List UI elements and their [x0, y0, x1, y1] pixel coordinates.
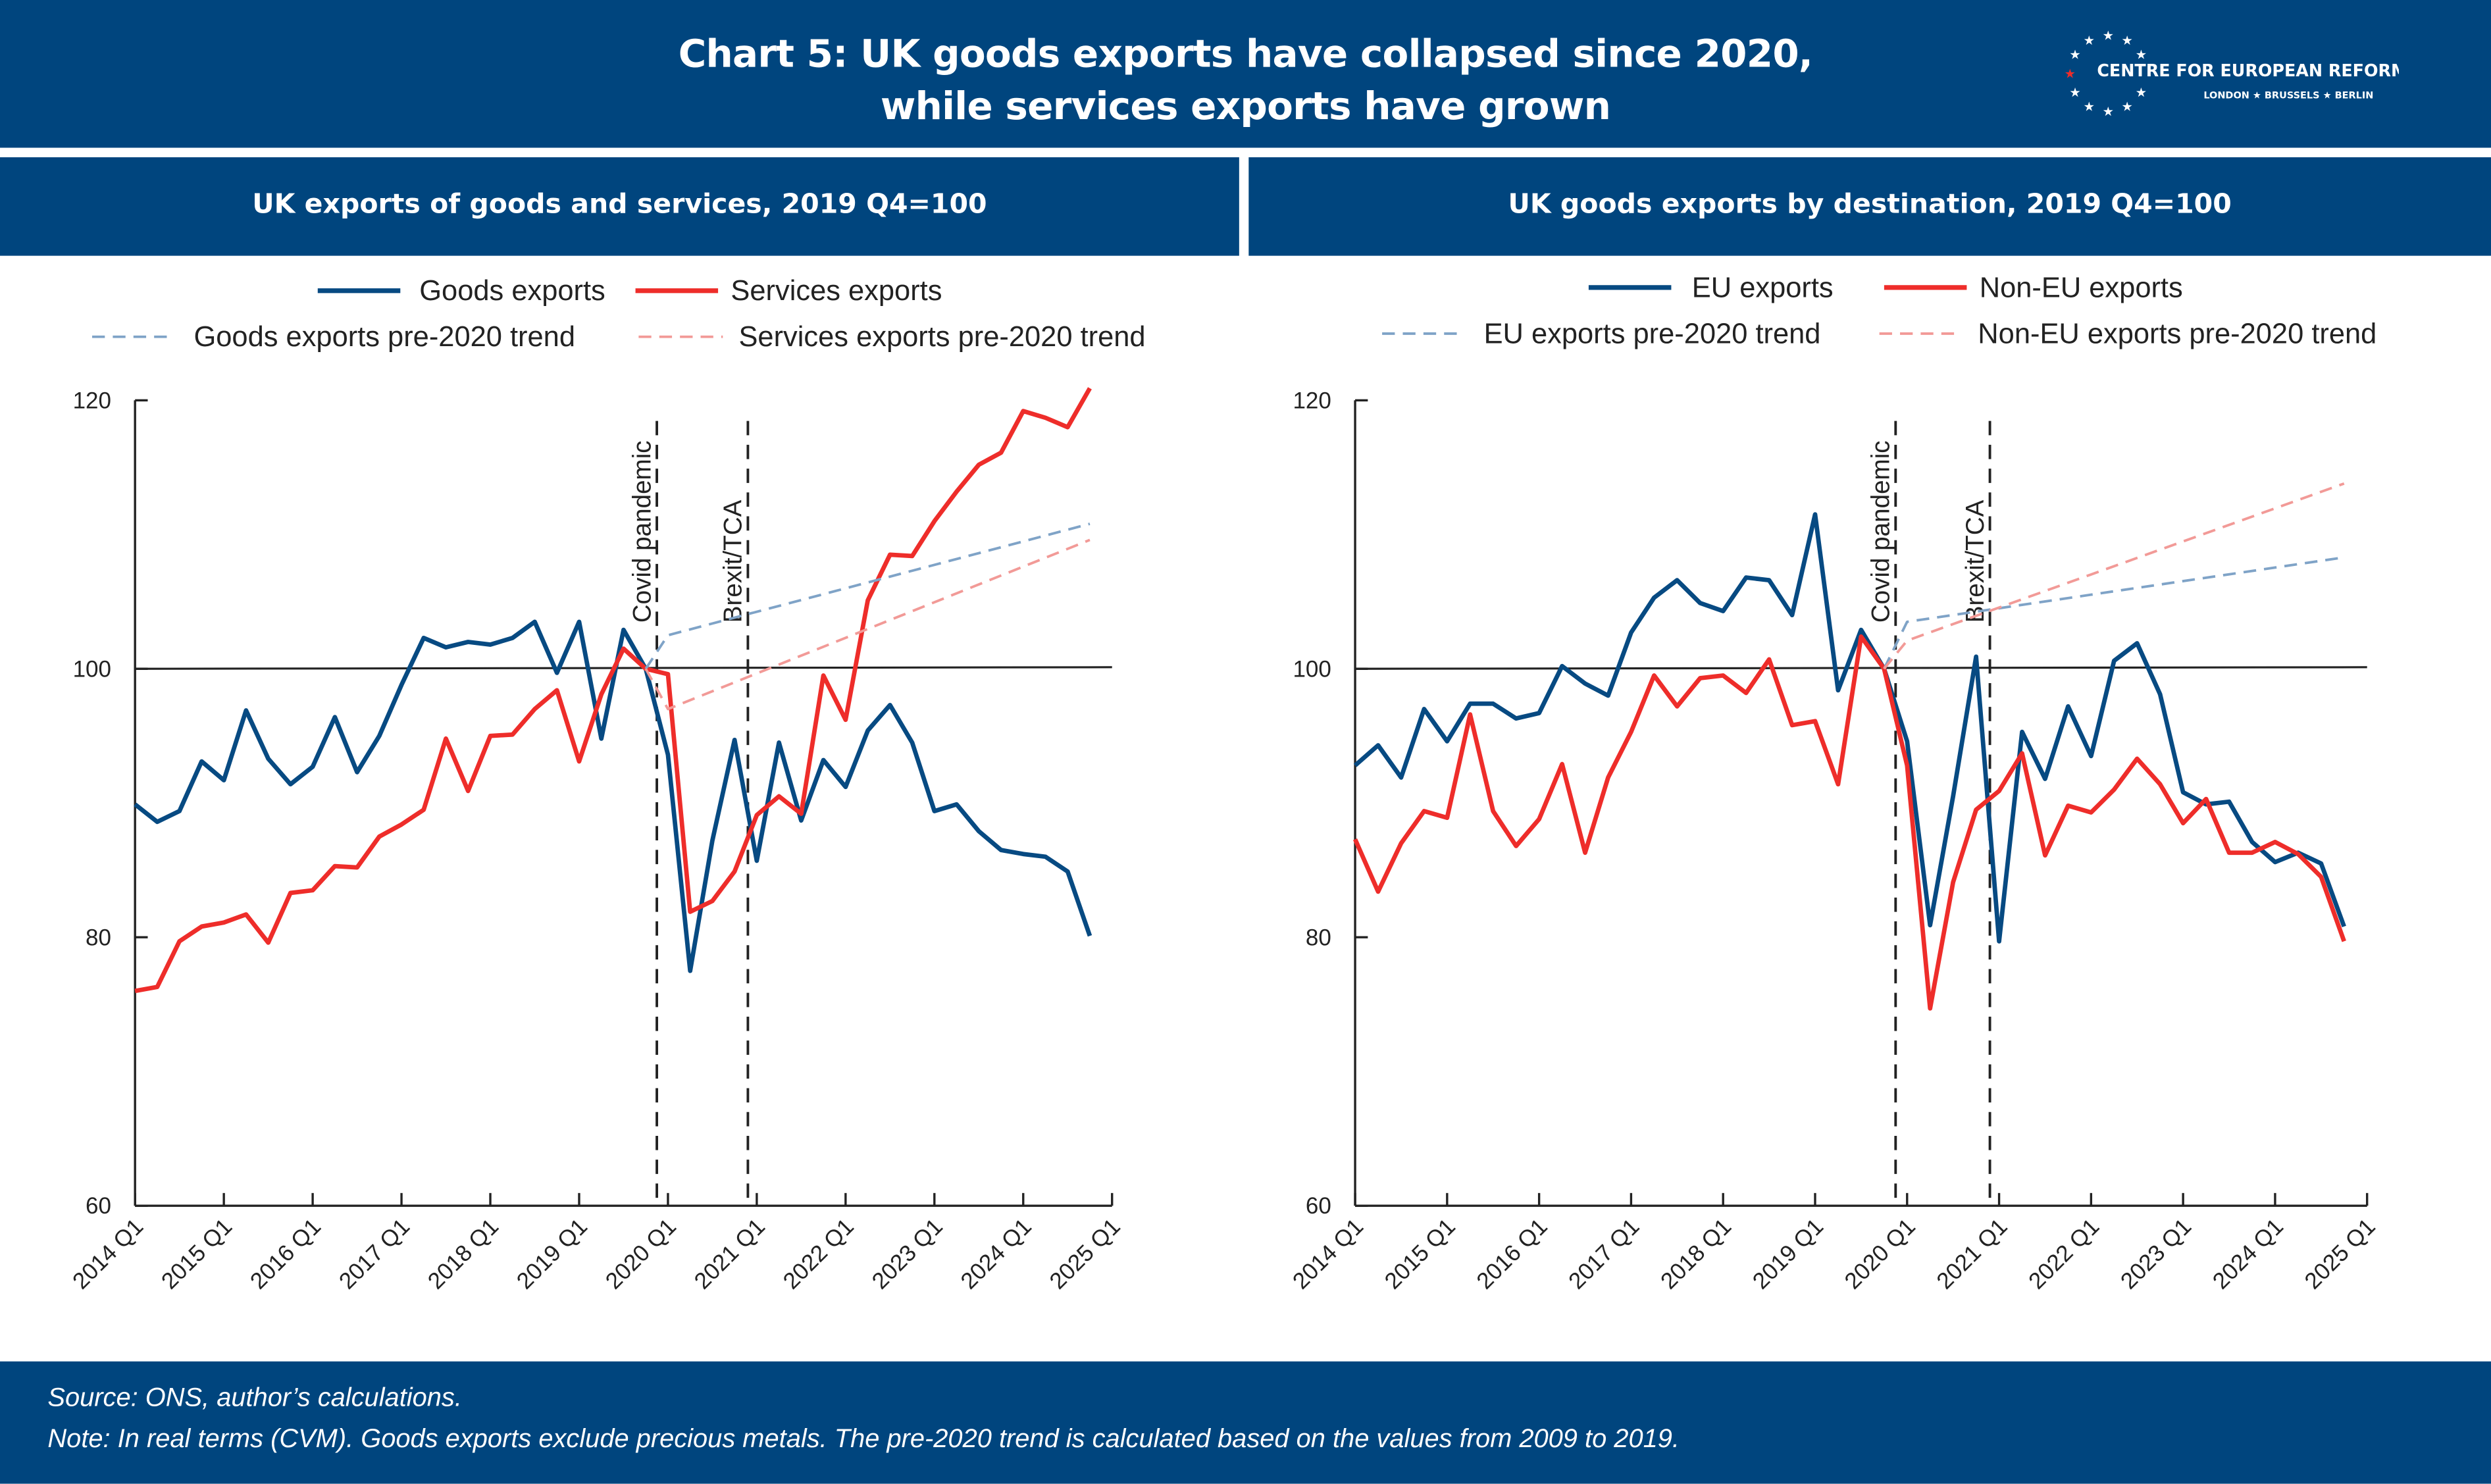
- legend-non-eu-trend: Non-EU exports pre-2020 trend: [1978, 318, 2376, 349]
- x-tick-label: 2021 Q1: [690, 1214, 771, 1294]
- x-tick-label: 2016 Q1: [1472, 1214, 1553, 1294]
- series-eu-exports: [1353, 512, 2346, 944]
- brexit-line-label: Brexit/TCA: [1961, 499, 1990, 623]
- x-tick-label: 2024 Q1: [2208, 1214, 2289, 1294]
- y-tick-label: 60: [1306, 1193, 1331, 1219]
- x-tick-label: 2021 Q1: [1932, 1214, 2013, 1294]
- logo-star-icon: ★: [2136, 85, 2147, 100]
- right-panel-title: UK goods exports by destination, 2019 Q4…: [1508, 189, 2232, 221]
- left-legend: Goods exports Services exports Goods exp…: [92, 275, 1146, 353]
- x-tick-label: 2015 Q1: [1379, 1214, 1460, 1294]
- legend-services-trend: Services exports pre-2020 trend: [738, 321, 1145, 353]
- x-tick-label: 2019 Q1: [1748, 1214, 1829, 1294]
- left-panel-title: UK exports of goods and services, 2019 Q…: [252, 189, 987, 221]
- x-tick-label: 2018 Q1: [1656, 1214, 1737, 1294]
- x-tick-label: 2015 Q1: [157, 1214, 238, 1294]
- legend-goods: Goods exports: [419, 275, 605, 307]
- x-tick-label: 2014 Q1: [68, 1214, 149, 1294]
- cer-logo: ★ ★★★★★★★★★★ CENTRE FOR EUROPEAN REFORM L…: [2065, 28, 2399, 119]
- covid-line-label: Covid pandemic: [1867, 440, 1895, 623]
- x-tick-label: 2024 Q1: [956, 1214, 1037, 1294]
- chart-title: Chart 5: UK goods exports have collapsed…: [0, 28, 2491, 133]
- logo-star-icon: ★: [2065, 66, 2076, 81]
- logo-text: CENTRE FOR EUROPEAN REFORM: [2097, 61, 2399, 80]
- left-panel-header: UK exports of goods and services, 2019 Q…: [0, 157, 1239, 256]
- brexit-line-label: Brexit/TCA: [719, 499, 748, 623]
- x-tick-label: 2019 Q1: [512, 1214, 593, 1294]
- x-tick-label: 2025 Q1: [1044, 1214, 1125, 1294]
- y-tick-label: 120: [1293, 388, 1331, 413]
- legend-services: Services exports: [731, 275, 942, 307]
- series-eu-exports-pre-2020-trend: [1883, 556, 2345, 670]
- x-tick-label: 2017 Q1: [334, 1214, 415, 1294]
- series-goods-exports-pre-2020-trend: [644, 523, 1091, 670]
- logo-star-icon: ★: [2136, 47, 2147, 62]
- series-non-eu-exports: [1352, 634, 2346, 1011]
- logo-star-icon: ★: [2084, 99, 2095, 114]
- title-line-1: Chart 5: UK goods exports have collapsed…: [678, 32, 1813, 76]
- right-legend: EU exports Non-EU exports EU exports pre…: [1382, 272, 2376, 349]
- y-tick-label: 120: [73, 388, 111, 413]
- x-tick-label: 2022 Q1: [2024, 1214, 2105, 1294]
- reference-line-100: [1355, 666, 2367, 670]
- legend-eu: EU exports: [1692, 272, 1834, 303]
- series-services-exports-pre-2020-trend: [644, 538, 1091, 711]
- series-services-exports: [134, 387, 1092, 994]
- x-tick-label: 2017 Q1: [1564, 1214, 1645, 1294]
- logo-star-icon: ★: [2103, 28, 2114, 43]
- series-non-eu-exports-pre-2020-trend: [1883, 482, 2345, 670]
- x-tick-label: 2023 Q1: [2116, 1214, 2197, 1294]
- logo-cities: LONDON ★ BRUSSELS ★ BERLIN: [2203, 91, 2373, 101]
- logo-star-icon: ★: [2069, 85, 2080, 100]
- logo-stars-icon: ★ ★★★★★★★★★★: [2065, 28, 2147, 119]
- logo-star-icon: ★: [2084, 33, 2095, 48]
- legend-eu-trend: EU exports pre-2020 trend: [1484, 318, 1821, 349]
- logo-star-icon: ★: [2069, 47, 2080, 62]
- methodology-note: Note: In real terms (CVM). Goods exports…: [47, 1425, 1680, 1454]
- x-tick-label: 2020 Q1: [601, 1214, 682, 1294]
- title-line-2: while services exports have grown: [880, 84, 1611, 129]
- header-band: Chart 5: UK goods exports have collapsed…: [0, 0, 2491, 148]
- covid-line-label: Covid pandemic: [628, 440, 656, 623]
- footer-band: Source: ONS, author’s calculations. Note…: [0, 1361, 2491, 1484]
- logo-star-icon: ★: [2122, 99, 2133, 114]
- source-note: Source: ONS, author’s calculations.: [47, 1383, 462, 1412]
- y-tick-label: 100: [73, 656, 111, 682]
- y-tick-label: 80: [86, 925, 111, 950]
- logo-star-icon: ★: [2122, 33, 2133, 48]
- x-tick-label: 2020 Q1: [1839, 1214, 1920, 1294]
- logo-star-icon: ★: [2103, 104, 2114, 119]
- y-tick-label: 100: [1293, 656, 1331, 682]
- legend-goods-trend: Goods exports pre-2020 trend: [193, 321, 575, 353]
- x-tick-label: 2016 Q1: [245, 1214, 326, 1294]
- y-tick-label: 60: [86, 1193, 111, 1219]
- legend-non-eu: Non-EU exports: [1980, 272, 2183, 303]
- x-tick-label: 2025 Q1: [2299, 1214, 2380, 1294]
- right-panel-header: UK goods exports by destination, 2019 Q4…: [1248, 157, 2491, 256]
- y-tick-label: 80: [1306, 925, 1331, 950]
- reference-line-100: [135, 666, 1112, 670]
- x-tick-label: 2014 Q1: [1288, 1214, 1369, 1294]
- series-goods-exports: [134, 619, 1092, 973]
- x-tick-label: 2022 Q1: [778, 1214, 859, 1294]
- x-tick-label: 2018 Q1: [423, 1214, 504, 1294]
- x-tick-label: 2023 Q1: [867, 1214, 948, 1294]
